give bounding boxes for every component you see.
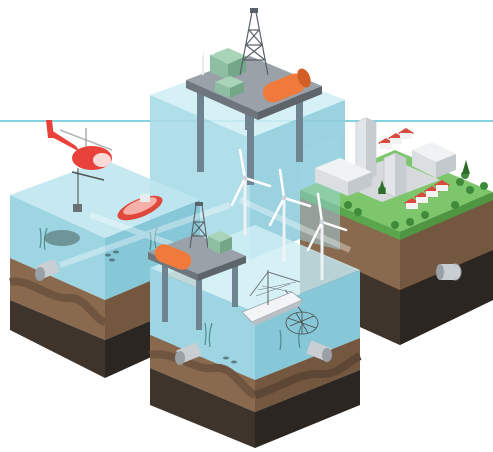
block-front	[149, 225, 362, 448]
oil-rig-icon	[148, 202, 246, 330]
pipeline-icon	[175, 340, 332, 365]
rescue-boat-icon	[117, 194, 163, 221]
helicopter-icon	[46, 120, 113, 212]
oil-rig-icon	[186, 8, 322, 185]
tree-icon	[344, 160, 488, 229]
fishing-vessel-icon	[241, 270, 303, 326]
fish-icon	[105, 250, 237, 364]
pipeline-icon	[436, 263, 462, 281]
wind-turbine-icon	[268, 168, 312, 262]
oil-tank-icon	[262, 68, 311, 103]
city-buildings-icon	[315, 117, 456, 209]
wind-turbine-icon	[306, 192, 348, 280]
pipeline-icon	[35, 258, 60, 281]
wind-turbine-icon	[230, 148, 272, 235]
